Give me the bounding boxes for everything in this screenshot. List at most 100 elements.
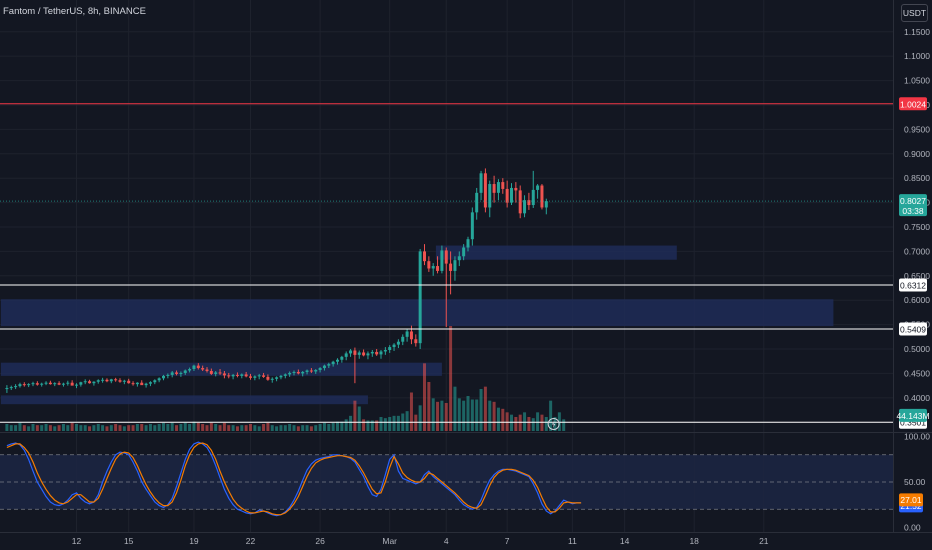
volume-bar-41 (183, 422, 187, 431)
last-price-label-text-0: 0.8027 (900, 196, 926, 206)
time-tick-9: 14 (620, 536, 630, 546)
volume-bar-98 (431, 398, 435, 431)
candle-body-18 (83, 381, 87, 383)
candle-body-94 (414, 339, 418, 344)
volume-bar-3 (18, 422, 22, 431)
level-label-1-badge (899, 278, 927, 292)
candle-body-108 (475, 192, 479, 213)
candle-body-48 (214, 372, 218, 374)
candle-body-118 (518, 190, 522, 214)
candle-body-100 (440, 250, 444, 271)
volume-bar-34 (153, 425, 157, 431)
time-tick-10: 18 (689, 536, 699, 546)
volume-bar-73 (322, 422, 326, 431)
volume-bar-55 (244, 425, 248, 431)
candle-body-101 (444, 250, 448, 264)
candle-body-73 (322, 365, 326, 369)
volume-bar-116 (510, 414, 513, 431)
candle-body-2 (14, 386, 18, 388)
volume-bar-111 (488, 400, 492, 431)
candle-body-28 (127, 380, 131, 384)
candle-body-84 (370, 351, 374, 354)
time-tick-0: 12 (72, 536, 82, 546)
volume-bar-9 (44, 424, 48, 431)
volume-bar-117 (514, 417, 518, 431)
candle-body-104 (457, 256, 461, 261)
volume-bar-50 (222, 422, 226, 431)
volume-bar-2 (14, 425, 18, 431)
candle-body-119 (523, 200, 527, 214)
levels-layer[interactable] (0, 103, 893, 423)
volume-bar-31 (140, 424, 144, 431)
candle-body-120 (527, 200, 531, 206)
level-label-2-text-0: 0.5409 (900, 325, 926, 335)
volume-bar-54 (240, 425, 244, 431)
volume-bar-33 (148, 424, 152, 431)
candles-layer[interactable] (5, 168, 548, 393)
volume-bar-115 (505, 412, 509, 431)
candle-body-40 (179, 372, 183, 374)
volume-bar-104 (457, 398, 461, 431)
candle-body-9 (44, 382, 48, 384)
candle-body-47 (209, 370, 213, 374)
volume-layer (5, 326, 566, 431)
candle-body-86 (379, 351, 383, 355)
lightning-icon (547, 418, 560, 430)
candle-body-34 (153, 380, 157, 383)
volume-bar-42 (188, 424, 192, 431)
candle-body-83 (366, 353, 370, 356)
candle-body-113 (496, 182, 500, 193)
candle-body-8 (40, 383, 44, 385)
candle-body-4 (22, 384, 26, 386)
lightning-glyph-icon (551, 420, 556, 428)
candle-body-36 (162, 375, 165, 379)
candle-body-12 (57, 383, 61, 385)
volume-bar-105 (462, 400, 466, 431)
volume-bar-89 (392, 415, 396, 431)
candle-body-5 (27, 384, 31, 386)
candle-body-75 (331, 361, 335, 365)
volume-bar-47 (209, 422, 213, 431)
candle-body-98 (431, 266, 435, 269)
candle-body-50 (222, 373, 226, 376)
volume-bar-114 (501, 408, 505, 431)
volume-label-badge (899, 408, 927, 422)
stoch-label-1-badge (899, 493, 923, 507)
candle-body-107 (470, 212, 474, 240)
volume-bar-102 (449, 326, 453, 431)
volume-bar-71 (314, 425, 318, 431)
candle-body-80 (353, 350, 357, 355)
candle-body-71 (314, 370, 318, 372)
volume-bar-48 (214, 424, 218, 431)
candle-body-61 (270, 378, 274, 380)
currency-button[interactable]: USDT (901, 4, 928, 22)
volume-bar-83 (366, 420, 370, 431)
stochastic-pane[interactable] (0, 441, 893, 517)
last-price-label-text-1: 03:38 (902, 206, 924, 216)
candle-body-82 (362, 352, 366, 356)
volume-bar-53 (235, 426, 239, 431)
price-tick-16: 1.1500 (904, 27, 930, 37)
candle-body-66 (292, 371, 296, 373)
candle-body-32 (144, 383, 148, 386)
volume-bar-95 (418, 405, 422, 431)
stoch-tick-0: 0.00 (904, 522, 921, 532)
time-axis[interactable]: 12 15 19 22 26 Mar 4 7 11 14 18 21 (72, 536, 769, 546)
volume-bar-24 (109, 425, 113, 431)
candle-body-116 (510, 187, 513, 203)
volume-bar-113 (496, 407, 500, 431)
volume-bar-27 (122, 426, 126, 431)
level-label-0-text-0: 1.0024 (900, 99, 926, 109)
stoch-line-1 (6, 442, 582, 516)
volume-bar-68 (301, 425, 305, 431)
last-price-label-badge (899, 194, 927, 217)
candle-body-19 (88, 381, 92, 384)
volume-bar-118 (518, 414, 522, 431)
demand-zone-0 (435, 245, 677, 260)
price-tick-3: 0.5000 (904, 344, 930, 354)
candle-body-110 (483, 173, 487, 208)
price-tick-8: 0.7500 (904, 222, 930, 232)
candle-body-53 (235, 374, 239, 376)
candle-body-56 (249, 376, 252, 378)
